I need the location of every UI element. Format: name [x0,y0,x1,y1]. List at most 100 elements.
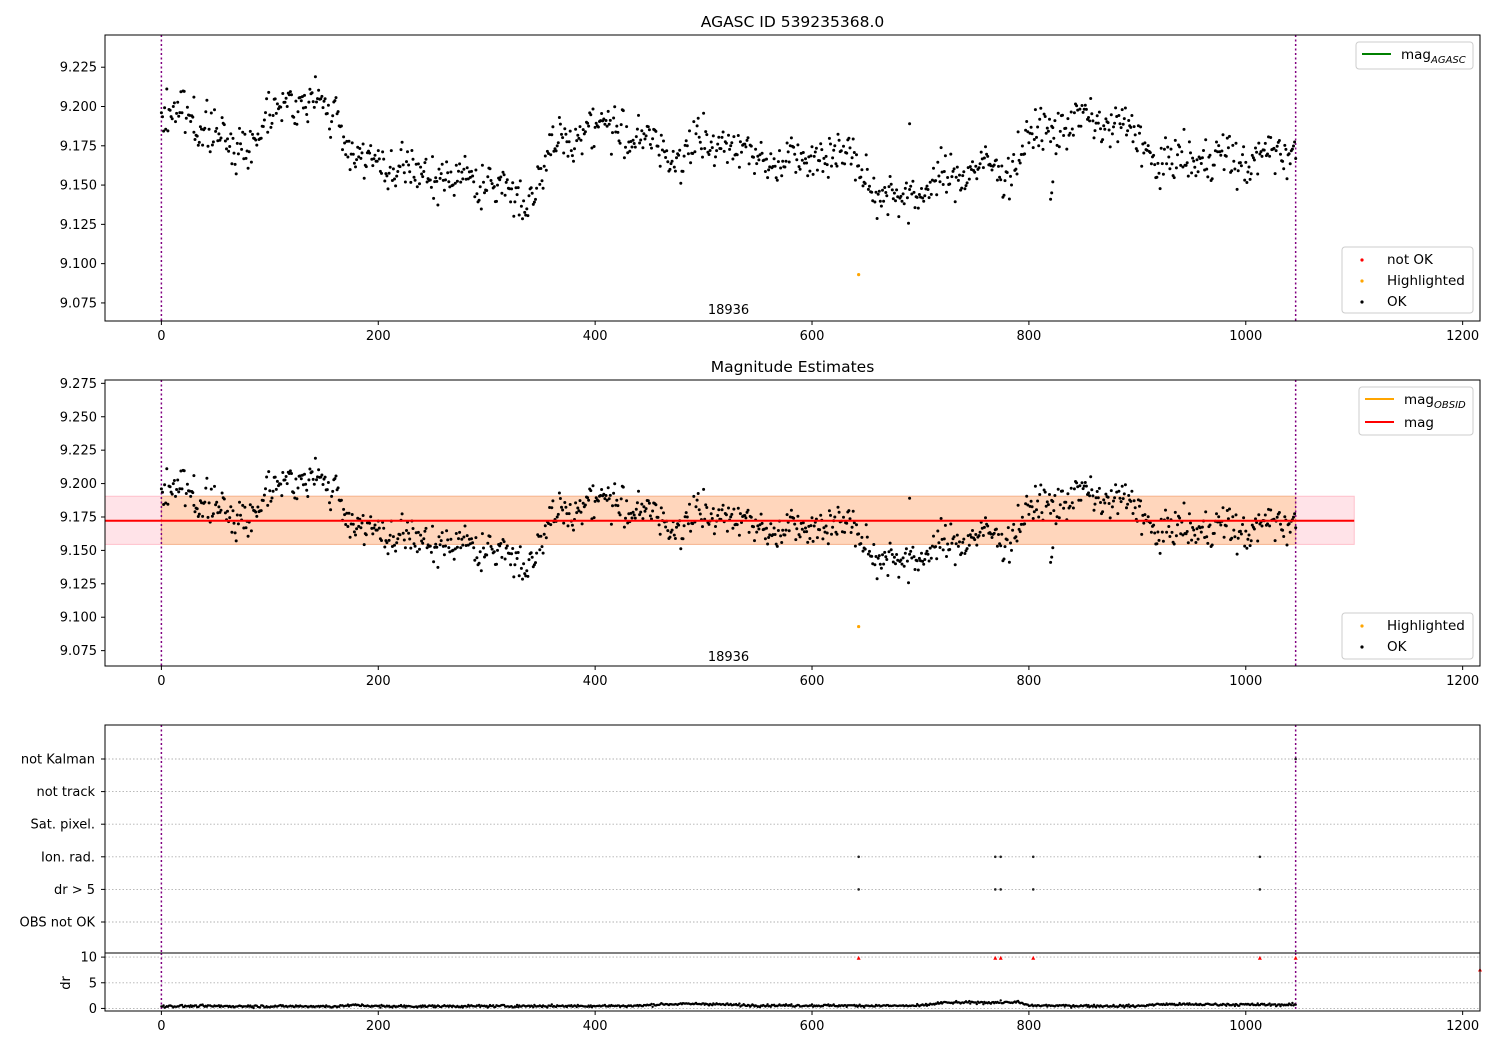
ok-point [760,151,764,155]
x-tick-label: 1000 [1229,674,1262,689]
ok-point [486,541,490,545]
ok-point [752,525,755,529]
ok-point [1273,172,1277,176]
dr-point [477,1003,481,1007]
ok-point [1089,475,1093,479]
ok-point [267,470,271,474]
ok-point [269,125,273,129]
ok-point [1238,529,1242,533]
ok-point [901,556,905,560]
ok-point [350,141,354,145]
ok-point [746,508,750,512]
ok-point [754,147,758,151]
panel-2-x-axis: 0 200 400 600 800 1000 1200 [157,666,1479,689]
ok-point [333,99,337,103]
ok-point [1079,498,1083,502]
ok-point [1176,523,1179,527]
dr-point [998,1001,1001,1004]
ok-point [1210,177,1214,181]
ok-point [431,155,434,159]
ok-point [1149,162,1153,166]
ok-point [394,184,398,188]
ok-point [1131,512,1135,515]
ok-point [342,507,346,511]
ok-point [1051,546,1055,550]
ok-point [657,153,661,157]
ok-point [1143,141,1147,145]
ok-point [523,572,527,576]
ok-point [1204,138,1208,142]
dr-point [968,999,971,1003]
y-tick-label: 0 [89,1002,97,1017]
ok-point [1024,128,1028,132]
ok-point [1049,560,1053,564]
ok-point [290,93,293,97]
ok-point [1180,150,1184,154]
ok-point [292,115,296,119]
ok-point [1009,541,1012,545]
ok-point [798,167,802,171]
ok-point [1192,159,1196,163]
ok-point [398,533,402,537]
ok-point [1095,114,1099,118]
ok-point [692,120,696,124]
ok-point [459,546,463,550]
ok-point [961,540,965,544]
ok-point [780,541,784,544]
dr-point [1127,1003,1130,1006]
ok-point [784,528,788,532]
not-ok-legend-label: not OK [1387,252,1434,268]
ok-point [1250,153,1254,157]
ok-point [789,508,793,512]
ok-point [1024,502,1028,506]
ok-point [534,561,537,565]
ok-point [1233,167,1237,171]
ok-point [489,179,493,182]
ok-point [1043,115,1047,118]
mag-obsid-legend-label: magOBSID [1404,392,1466,411]
ok-point [583,503,587,507]
ok-point [632,513,636,517]
ok-point [462,167,466,171]
y-tick-label: 9.175 [60,139,97,154]
ok-point [1096,496,1100,500]
ok-point [887,185,891,189]
ok-point [1157,538,1161,542]
category-label: OBS not OK [20,916,96,931]
ok-point [1155,175,1159,179]
ok-point [682,154,686,158]
ok-point [961,174,965,178]
ok-point [936,529,940,533]
dr-point [532,1006,535,1009]
ok-point [587,498,591,502]
ok-point [874,190,878,194]
ok-point [1236,536,1240,540]
ok-point [586,496,590,500]
ok-point [1093,129,1097,133]
ok-point [1026,130,1030,134]
ok-point [852,521,856,525]
ok-point [429,550,433,554]
ok-point [1114,483,1118,487]
ok-point [177,490,181,494]
ok-point [793,522,797,526]
ok-point [881,553,884,557]
ok-point [633,145,637,149]
ok-point [843,162,847,166]
ok-point [317,88,321,92]
dr-point [549,1004,552,1008]
x-tick-label: 1000 [1229,1019,1262,1034]
ok-point [1217,515,1221,519]
ok-point [1192,528,1196,532]
ok-point [541,186,545,190]
ok-point [606,109,610,113]
ok-point [172,479,176,482]
ok-point [941,183,945,186]
ok-point [513,563,517,567]
ok-point [1244,529,1248,533]
ok-point [934,179,938,183]
ok-point [437,535,441,539]
ok-point [1138,131,1141,135]
ok-point [715,149,719,153]
ok-point [1232,528,1236,532]
